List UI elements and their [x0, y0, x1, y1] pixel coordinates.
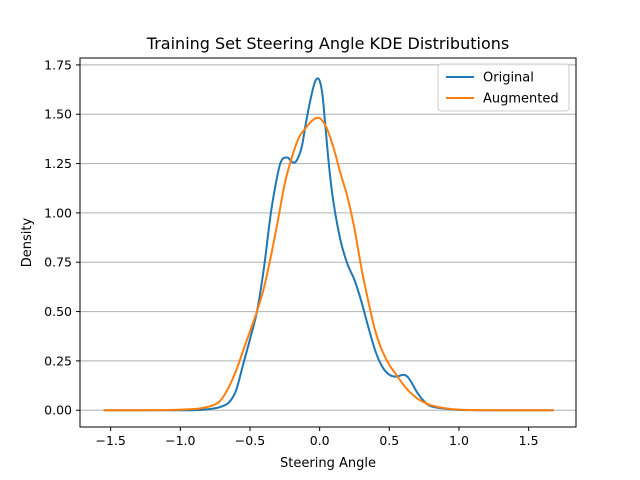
legend: Original Augmented	[437, 63, 570, 112]
y-tick-label: 0.50	[44, 304, 72, 319]
y-tick-label: 1.50	[44, 107, 72, 122]
legend-label-original: Original	[483, 71, 534, 86]
plot-frame	[79, 57, 577, 428]
y-tick-label: 0.75	[44, 255, 72, 270]
x-tick-label: 1.5	[519, 433, 539, 448]
x-tick-label: −0.5	[235, 433, 265, 448]
x-tick-label: −1.0	[165, 433, 195, 448]
legend-box	[437, 63, 570, 112]
x-tick-label: 1.0	[449, 433, 469, 448]
x-tick-label: 0.0	[310, 433, 330, 448]
x-axis-label: Steering Angle	[280, 456, 376, 471]
y-tick-label: 1.75	[44, 57, 72, 72]
axis-ticks: −1.5 −1.0 −0.5 0.0 0.5 1.0 1.5 0.00 0.25 0.50 0.75…	[44, 57, 538, 448]
legend-label-augmented: Augmented	[483, 92, 559, 107]
y-tick-label: 1.25	[44, 156, 72, 171]
series-line-augmented	[103, 116, 554, 412]
y-tick-label: 0.25	[44, 353, 72, 368]
series-line-original	[103, 77, 554, 412]
series-lines	[103, 77, 554, 412]
x-tick-label: 0.5	[379, 433, 399, 448]
x-tick-label: −1.5	[95, 433, 125, 448]
y-axis-label: Density	[20, 217, 35, 267]
y-tick-label: 1.00	[44, 205, 72, 220]
y-tick-label: 0.00	[44, 403, 72, 418]
chart-title: Training Set Steering Angle KDE Distribu…	[146, 34, 509, 53]
